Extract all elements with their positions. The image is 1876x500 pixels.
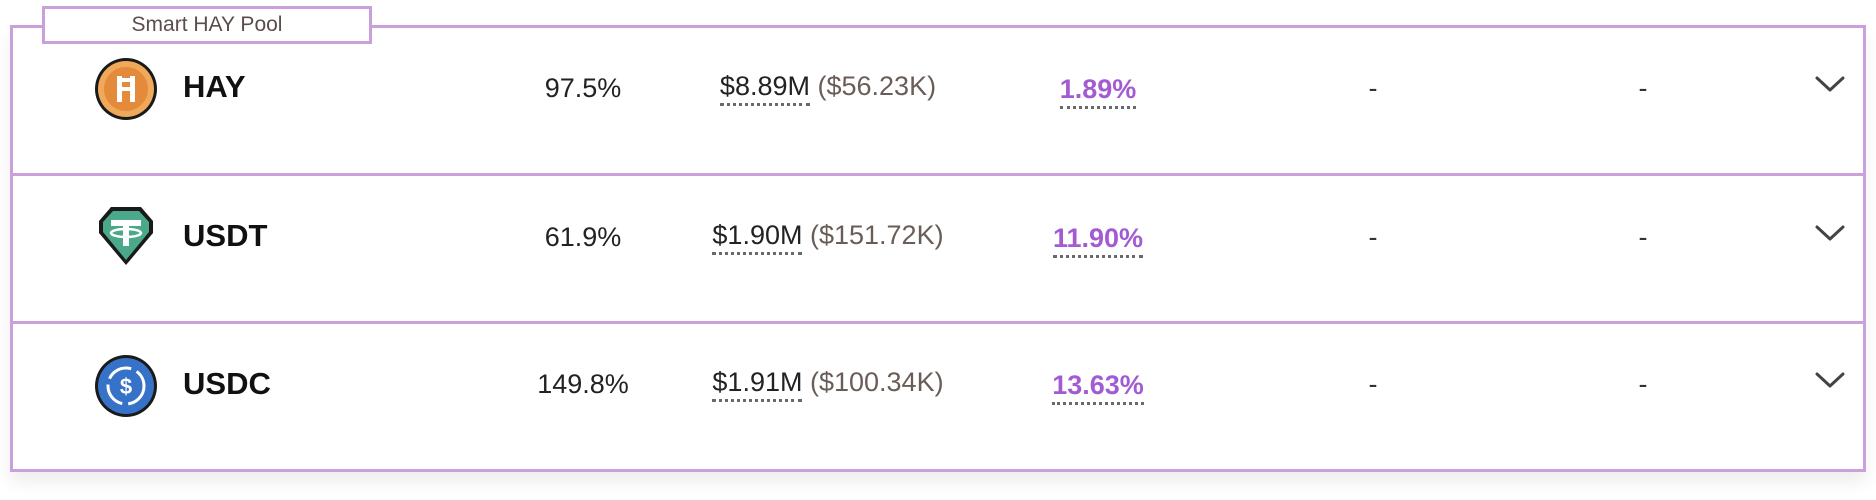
pool-frame (10, 25, 1866, 472)
liquidity-main[interactable]: $1.90M (712, 220, 803, 255)
apy-value[interactable]: 1.89% (1048, 73, 1148, 109)
apy-text[interactable]: 1.89% (1059, 74, 1137, 109)
asset-name: HAY (183, 69, 246, 104)
pool-title: Smart HAY Pool (42, 6, 372, 44)
asset-row-usdc[interactable]: $ USDC 149.8% $1.91M ($100.34K) 13.63% -… (13, 324, 1863, 469)
liquidity-cell: $8.89M ($56.23K) (668, 70, 988, 106)
hay-coin-icon (95, 58, 157, 120)
empty-value: - (1368, 73, 1378, 103)
empty-value: - (1368, 222, 1378, 252)
empty-value: - (1638, 73, 1648, 103)
empty-value: - (1638, 222, 1648, 252)
empty-value: - (1638, 369, 1648, 399)
utilization-value: 149.8% (537, 369, 629, 399)
apy-value[interactable]: 13.63% (1048, 369, 1148, 405)
liquidity-cell: $1.91M ($100.34K) (668, 366, 988, 402)
usdc-coin-icon: $ (95, 355, 157, 417)
empty-value: - (1368, 369, 1378, 399)
asset-row-hay[interactable]: HAY 97.5% $8.89M ($56.23K) 1.89% - - (13, 28, 1863, 173)
asset-row-usdt[interactable]: USDT 61.9% $1.90M ($151.72K) 11.90% - - (13, 176, 1863, 321)
apy-text[interactable]: 11.90% (1052, 223, 1144, 258)
utilization-value: 61.9% (544, 222, 622, 252)
chevron-down-icon[interactable] (1813, 72, 1847, 96)
liquidity-sub: ($151.72K) (809, 220, 944, 250)
liquidity-cell: $1.90M ($151.72K) (668, 219, 988, 255)
asset-name: USDT (183, 218, 268, 253)
row-divider (13, 173, 1863, 176)
liquidity-main[interactable]: $1.91M (712, 367, 803, 402)
liquidity-main[interactable]: $8.89M (719, 71, 810, 106)
chevron-down-icon[interactable] (1813, 368, 1847, 392)
utilization-value: 97.5% (544, 73, 622, 103)
liquidity-sub: ($100.34K) (809, 367, 944, 397)
svg-text:$: $ (120, 374, 132, 399)
apy-text[interactable]: 13.63% (1052, 370, 1144, 405)
liquidity-sub: ($56.23K) (817, 71, 937, 101)
apy-value[interactable]: 11.90% (1048, 222, 1148, 258)
row-divider (13, 321, 1863, 324)
usdt-coin-icon (99, 207, 153, 265)
chevron-down-icon[interactable] (1813, 221, 1847, 245)
asset-name: USDC (183, 366, 271, 401)
